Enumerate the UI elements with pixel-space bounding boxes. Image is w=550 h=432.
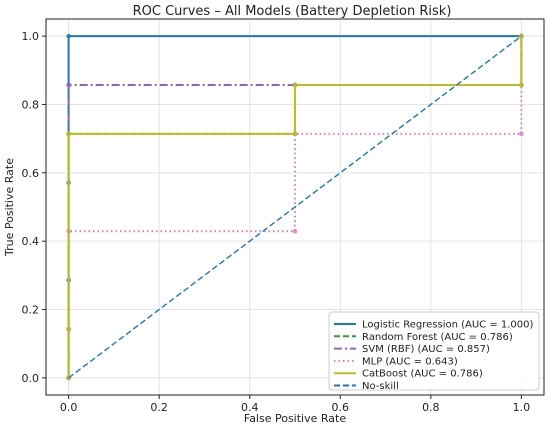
series-point-catboost: [519, 82, 524, 88]
x-tick-label: 1.0: [513, 401, 531, 414]
legend-label-mlp: MLP (AUC = 0.643): [362, 356, 458, 367]
y-axis-title: True Positive Rate: [3, 158, 16, 257]
y-tick-label: 0.2: [22, 304, 40, 317]
chart-title: ROC Curves – All Models (Battery Depleti…: [133, 4, 452, 19]
legend-label-catboost: CatBoost (AUC = 0.786): [362, 369, 483, 380]
y-tick-label: 1.0: [22, 30, 40, 43]
y-tick-label: 0.6: [22, 167, 40, 180]
series-point-catboost: [66, 326, 71, 332]
legend-label-svm: SVM (RBF) (AUC = 0.857): [362, 344, 490, 355]
legend-label-noskill: No-skill: [362, 381, 399, 392]
x-tick-label: 0.0: [60, 401, 78, 414]
y-tick-label: 0.0: [22, 372, 40, 385]
x-tick-label: 0.4: [241, 401, 259, 414]
x-tick-label: 0.6: [332, 401, 350, 414]
series-point-svm: [66, 82, 71, 88]
y-tick-label: 0.8: [22, 98, 40, 111]
series-point-mlp: [292, 228, 298, 234]
x-tick-label: 0.8: [422, 401, 440, 414]
series-point-logistic: [66, 33, 71, 39]
x-axis-title: False Positive Rate: [244, 412, 346, 425]
x-tick-label: 0.2: [150, 401, 168, 414]
series-point-catboost: [66, 131, 71, 137]
y-tick-label: 0.4: [22, 235, 40, 248]
legend-label-random: Random Forest (AUC = 0.786): [362, 332, 513, 343]
series-layer: [66, 33, 524, 381]
tick-layer: 0.0 0.2 0.4 0.6 0.8 1.0 0.0 0.2 0.4 0.6 0.8 1.0: [22, 30, 531, 414]
legend-label-logistic: Logistic Regression (AUC = 1.000): [362, 320, 534, 331]
plot-frame: [45, 18, 545, 396]
series-point-catboost: [292, 82, 298, 88]
series-line-noskill: [68, 35, 522, 379]
series-point-mlp: [519, 131, 524, 137]
legend: Logistic Regression (AUC = 1.000)Random …: [328, 311, 540, 392]
legend-box: [328, 311, 540, 391]
series-point-catboost: [292, 131, 298, 137]
